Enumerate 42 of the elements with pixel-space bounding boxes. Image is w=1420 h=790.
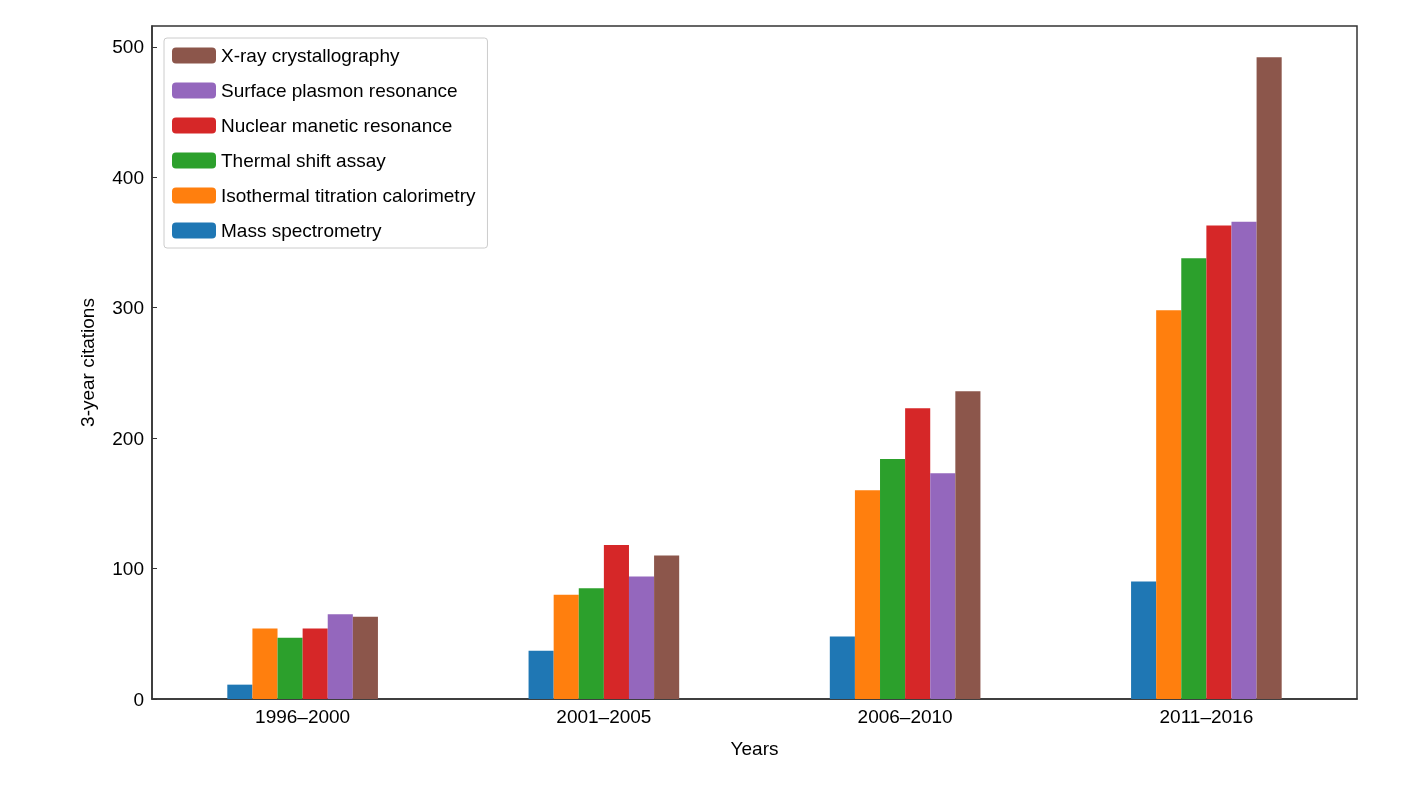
- bar: [930, 473, 956, 699]
- bar: [628, 576, 655, 699]
- bar: [252, 628, 278, 699]
- bar: [553, 594, 579, 699]
- bar: [302, 628, 328, 699]
- legend-label: Nuclear manetic resonance: [221, 115, 453, 136]
- bar: [227, 684, 253, 699]
- legend-label: Isothermal titration calorimetry: [221, 185, 476, 206]
- x-tick-label: 2001–2005: [556, 706, 652, 727]
- bar: [1156, 310, 1182, 699]
- bar: [1206, 225, 1232, 699]
- bar: [578, 588, 604, 699]
- bar: [905, 408, 931, 699]
- y-tick-label: 100: [112, 558, 144, 580]
- y-tick-label: 0: [133, 688, 144, 710]
- bar: [1131, 581, 1157, 699]
- bar: [1231, 221, 1257, 699]
- legend-label: Mass spectrometry: [221, 220, 382, 241]
- bar: [352, 616, 378, 699]
- bar: [829, 636, 855, 699]
- bar: [603, 545, 629, 699]
- y-axis-title: 3-year citations: [77, 298, 98, 427]
- y-tick-label: 400: [112, 166, 144, 188]
- x-axis-title: Years: [730, 738, 779, 759]
- bar: [654, 555, 680, 699]
- bar: [277, 637, 303, 699]
- bar: [880, 459, 906, 699]
- bar: [955, 391, 981, 699]
- x-tick-label: 2006–2010: [857, 706, 953, 727]
- bar: [1256, 57, 1282, 699]
- bar: [1181, 258, 1207, 699]
- y-tick-label: 200: [112, 427, 144, 449]
- y-tick-label: 300: [112, 297, 144, 319]
- legend-label: Thermal shift assay: [221, 150, 387, 171]
- bar: [528, 650, 554, 699]
- legend-label: Surface plasmon resonance: [221, 80, 458, 101]
- bar: [854, 490, 881, 699]
- y-tick-label: 500: [112, 36, 144, 58]
- legend-label: X-ray crystallography: [221, 45, 400, 66]
- bar: [327, 614, 353, 699]
- x-tick-label: 2011–2016: [1159, 706, 1254, 727]
- x-tick-label: 1996–2000: [255, 706, 351, 727]
